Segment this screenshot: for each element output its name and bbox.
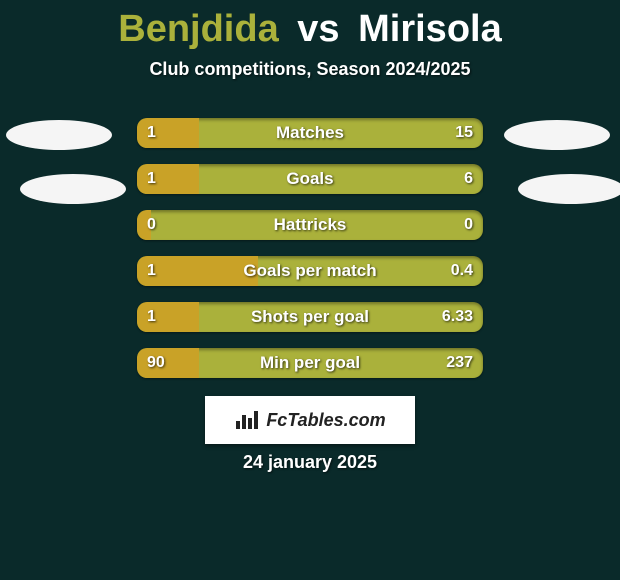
- stat-right-value: 0.4: [451, 256, 473, 286]
- stat-right-value: 15: [455, 118, 473, 148]
- stat-left-value: 0: [147, 210, 156, 240]
- stat-left-value: 1: [147, 164, 156, 194]
- stat-left-value: 90: [147, 348, 165, 378]
- stat-bar-min-per-goal: 90 Min per goal 237: [137, 348, 483, 378]
- stat-label: Hattricks: [137, 210, 483, 240]
- title-vs: vs: [297, 8, 339, 50]
- stat-right-value: 237: [446, 348, 473, 378]
- stat-right-value: 6: [464, 164, 473, 194]
- stat-bar-hattricks: 0 Hattricks 0: [137, 210, 483, 240]
- stat-bars: 1 Matches 15 1 Goals 6 0 Hattricks 0 1 G…: [137, 118, 483, 394]
- stat-left-value: 1: [147, 302, 156, 332]
- stat-bar-goals-per-match: 1 Goals per match 0.4: [137, 256, 483, 286]
- stat-left-value: 1: [147, 118, 156, 148]
- stat-bar-matches: 1 Matches 15: [137, 118, 483, 148]
- comparison-infographic: Benjdida vs Mirisola Club competitions, …: [0, 0, 620, 580]
- player2-avatar-placeholder: [504, 120, 614, 228]
- player2-name: Mirisola: [358, 8, 502, 50]
- brand-text: FcTables.com: [266, 410, 385, 431]
- page-title: Benjdida vs Mirisola: [0, 0, 620, 51]
- player1-name: Benjdida: [118, 8, 278, 50]
- stat-bar-goals: 1 Goals 6: [137, 164, 483, 194]
- player1-avatar-placeholder: [6, 120, 116, 228]
- ellipse-icon: [504, 120, 610, 150]
- stat-left-value: 1: [147, 256, 156, 286]
- ellipse-icon: [6, 120, 112, 150]
- bar-chart-icon: [234, 407, 260, 433]
- brand-badge: FcTables.com: [205, 396, 415, 444]
- stat-right-value: 6.33: [442, 302, 473, 332]
- stat-bar-shots-per-goal: 1 Shots per goal 6.33: [137, 302, 483, 332]
- stat-right-value: 0: [464, 210, 473, 240]
- subtitle: Club competitions, Season 2024/2025: [0, 59, 620, 80]
- ellipse-icon: [20, 174, 126, 204]
- date-label: 24 january 2025: [0, 452, 620, 473]
- ellipse-icon: [518, 174, 620, 204]
